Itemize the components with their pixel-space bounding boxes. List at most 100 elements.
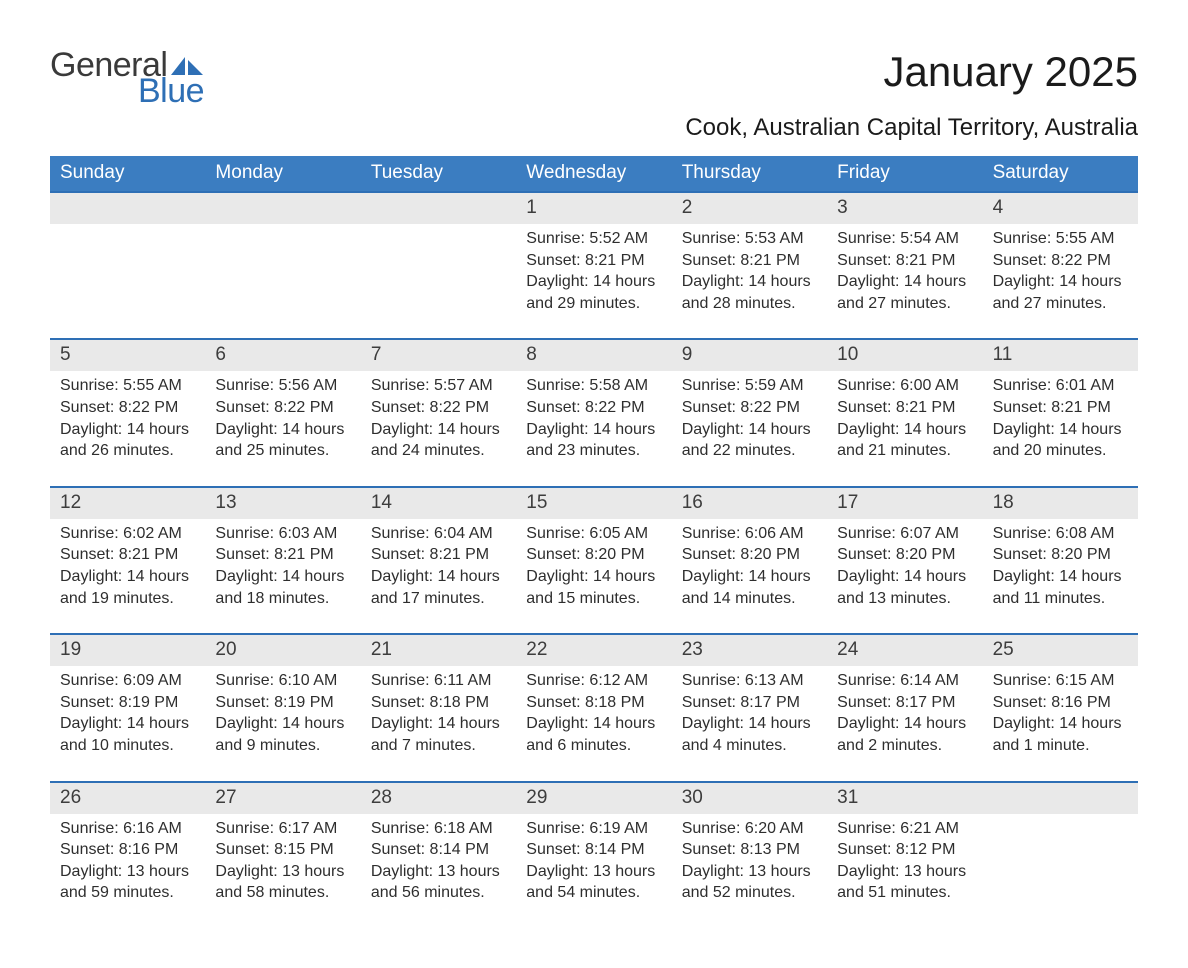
day-number: 7 (361, 340, 516, 371)
sunset-text: Sunset: 8:14 PM (526, 839, 661, 861)
sunrise-text: Sunrise: 5:58 AM (526, 375, 661, 397)
day-number: 20 (205, 635, 360, 666)
day-number: 26 (50, 783, 205, 814)
sunrise-text: Sunrise: 6:17 AM (215, 818, 350, 840)
daylight-text: Daylight: 14 hours and 1 minute. (993, 713, 1128, 756)
sunrise-text: Sunrise: 6:14 AM (837, 670, 972, 692)
sunset-text: Sunset: 8:20 PM (837, 544, 972, 566)
day-number: 2 (672, 193, 827, 224)
sunrise-text: Sunrise: 6:07 AM (837, 523, 972, 545)
day-cell: Sunrise: 6:21 AMSunset: 8:12 PMDaylight:… (827, 814, 982, 928)
sunset-text: Sunset: 8:15 PM (215, 839, 350, 861)
week-body-row: Sunrise: 6:16 AMSunset: 8:16 PMDaylight:… (50, 814, 1138, 928)
daylight-text: Daylight: 14 hours and 29 minutes. (526, 271, 661, 314)
logo-word2: Blue (138, 74, 204, 108)
week-header-row: 12131415161718 (50, 486, 1138, 519)
day-cell (205, 224, 360, 338)
day-number: 15 (516, 488, 671, 519)
sunset-text: Sunset: 8:13 PM (682, 839, 817, 861)
sunset-text: Sunset: 8:21 PM (215, 544, 350, 566)
day-cell: Sunrise: 6:16 AMSunset: 8:16 PMDaylight:… (50, 814, 205, 928)
daylight-text: Daylight: 14 hours and 24 minutes. (371, 419, 506, 462)
sunset-text: Sunset: 8:21 PM (837, 250, 972, 272)
day-cell: Sunrise: 6:14 AMSunset: 8:17 PMDaylight:… (827, 666, 982, 780)
daylight-text: Daylight: 14 hours and 13 minutes. (837, 566, 972, 609)
day-cell: Sunrise: 6:08 AMSunset: 8:20 PMDaylight:… (983, 519, 1138, 633)
day-cell: Sunrise: 6:11 AMSunset: 8:18 PMDaylight:… (361, 666, 516, 780)
daylight-text: Daylight: 14 hours and 21 minutes. (837, 419, 972, 462)
day-number (983, 783, 1138, 814)
day-cell: Sunrise: 5:57 AMSunset: 8:22 PMDaylight:… (361, 371, 516, 485)
sunset-text: Sunset: 8:18 PM (371, 692, 506, 714)
day-number: 12 (50, 488, 205, 519)
sunset-text: Sunset: 8:21 PM (526, 250, 661, 272)
day-cell: Sunrise: 6:01 AMSunset: 8:21 PMDaylight:… (983, 371, 1138, 485)
sunset-text: Sunset: 8:22 PM (993, 250, 1128, 272)
day-cell: Sunrise: 5:55 AMSunset: 8:22 PMDaylight:… (50, 371, 205, 485)
sunrise-text: Sunrise: 6:06 AM (682, 523, 817, 545)
weekday-header: Wednesday (516, 156, 671, 191)
daylight-text: Daylight: 14 hours and 26 minutes. (60, 419, 195, 462)
day-cell: Sunrise: 6:02 AMSunset: 8:21 PMDaylight:… (50, 519, 205, 633)
day-cell: Sunrise: 5:59 AMSunset: 8:22 PMDaylight:… (672, 371, 827, 485)
weekday-header: Sunday (50, 156, 205, 191)
day-cell: Sunrise: 5:52 AMSunset: 8:21 PMDaylight:… (516, 224, 671, 338)
sunrise-text: Sunrise: 5:55 AM (60, 375, 195, 397)
day-cell: Sunrise: 6:04 AMSunset: 8:21 PMDaylight:… (361, 519, 516, 633)
sunrise-text: Sunrise: 5:52 AM (526, 228, 661, 250)
weekday-header: Saturday (983, 156, 1138, 191)
calendar: SundayMondayTuesdayWednesdayThursdayFrid… (50, 156, 1138, 928)
sunset-text: Sunset: 8:12 PM (837, 839, 972, 861)
day-cell: Sunrise: 5:55 AMSunset: 8:22 PMDaylight:… (983, 224, 1138, 338)
sunset-text: Sunset: 8:22 PM (60, 397, 195, 419)
sunset-text: Sunset: 8:14 PM (371, 839, 506, 861)
daylight-text: Daylight: 14 hours and 20 minutes. (993, 419, 1128, 462)
day-cell: Sunrise: 6:17 AMSunset: 8:15 PMDaylight:… (205, 814, 360, 928)
day-number (205, 193, 360, 224)
week-body-row: Sunrise: 6:09 AMSunset: 8:19 PMDaylight:… (50, 666, 1138, 780)
daylight-text: Daylight: 14 hours and 17 minutes. (371, 566, 506, 609)
sunrise-text: Sunrise: 5:55 AM (993, 228, 1128, 250)
day-cell: Sunrise: 6:07 AMSunset: 8:20 PMDaylight:… (827, 519, 982, 633)
day-number: 13 (205, 488, 360, 519)
sunrise-text: Sunrise: 5:53 AM (682, 228, 817, 250)
daylight-text: Daylight: 14 hours and 9 minutes. (215, 713, 350, 756)
day-number: 1 (516, 193, 671, 224)
sunrise-text: Sunrise: 6:15 AM (993, 670, 1128, 692)
day-number: 29 (516, 783, 671, 814)
sunset-text: Sunset: 8:21 PM (60, 544, 195, 566)
sunrise-text: Sunrise: 6:13 AM (682, 670, 817, 692)
day-number: 27 (205, 783, 360, 814)
sunrise-text: Sunrise: 6:21 AM (837, 818, 972, 840)
sunrise-text: Sunrise: 5:59 AM (682, 375, 817, 397)
day-number: 9 (672, 340, 827, 371)
day-cell: Sunrise: 6:06 AMSunset: 8:20 PMDaylight:… (672, 519, 827, 633)
weekday-header: Thursday (672, 156, 827, 191)
sunset-text: Sunset: 8:16 PM (60, 839, 195, 861)
day-cell (983, 814, 1138, 928)
week-header-row: 1234 (50, 191, 1138, 224)
week-body-row: Sunrise: 6:02 AMSunset: 8:21 PMDaylight:… (50, 519, 1138, 633)
day-number: 11 (983, 340, 1138, 371)
day-number: 6 (205, 340, 360, 371)
daylight-text: Daylight: 14 hours and 18 minutes. (215, 566, 350, 609)
day-number: 10 (827, 340, 982, 371)
day-number: 14 (361, 488, 516, 519)
weekday-header: Tuesday (361, 156, 516, 191)
sunset-text: Sunset: 8:22 PM (371, 397, 506, 419)
sunrise-text: Sunrise: 6:04 AM (371, 523, 506, 545)
sunset-text: Sunset: 8:17 PM (682, 692, 817, 714)
sunrise-text: Sunrise: 6:11 AM (371, 670, 506, 692)
logo: General Blue (50, 48, 204, 108)
sunset-text: Sunset: 8:18 PM (526, 692, 661, 714)
sunset-text: Sunset: 8:19 PM (60, 692, 195, 714)
daylight-text: Daylight: 13 hours and 54 minutes. (526, 861, 661, 904)
daylight-text: Daylight: 14 hours and 27 minutes. (837, 271, 972, 314)
daylight-text: Daylight: 14 hours and 4 minutes. (682, 713, 817, 756)
daylight-text: Daylight: 14 hours and 27 minutes. (993, 271, 1128, 314)
day-number: 21 (361, 635, 516, 666)
sunset-text: Sunset: 8:16 PM (993, 692, 1128, 714)
daylight-text: Daylight: 13 hours and 51 minutes. (837, 861, 972, 904)
sunset-text: Sunset: 8:21 PM (682, 250, 817, 272)
day-cell: Sunrise: 6:09 AMSunset: 8:19 PMDaylight:… (50, 666, 205, 780)
